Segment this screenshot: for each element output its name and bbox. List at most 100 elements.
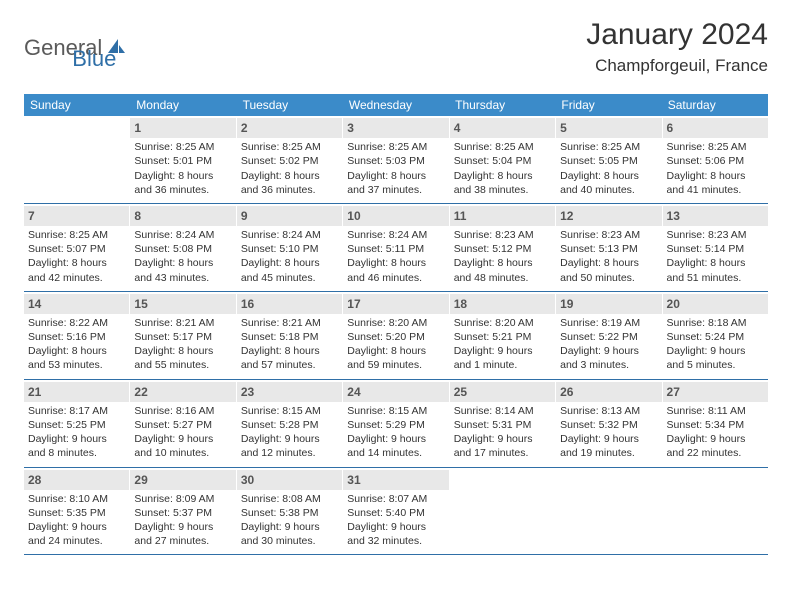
logo-text-blue: Blue [72,46,116,72]
daylight-line-1: Daylight: 8 hours [347,344,444,358]
daylight-line-2: and 24 minutes. [28,534,125,548]
day-cell: 21Sunrise: 8:17 AMSunset: 5:25 PMDayligh… [24,380,130,467]
daylight-line-2: and 36 minutes. [134,183,231,197]
daylight-line-1: Daylight: 9 hours [28,432,125,446]
day-number: 5 [556,118,661,138]
sunset-line: Sunset: 5:32 PM [560,418,657,432]
day-cell: 10Sunrise: 8:24 AMSunset: 5:11 PMDayligh… [343,204,449,291]
sunrise-line: Sunrise: 8:23 AM [560,228,657,242]
daylight-line-1: Daylight: 8 hours [454,169,551,183]
daylight-line-1: Daylight: 9 hours [667,432,764,446]
sunrise-line: Sunrise: 8:20 AM [347,316,444,330]
daylight-line-2: and 30 minutes. [241,534,338,548]
daylight-line-2: and 8 minutes. [28,446,125,460]
sunset-line: Sunset: 5:08 PM [134,242,231,256]
daylight-line-1: Daylight: 9 hours [241,432,338,446]
sunset-line: Sunset: 5:16 PM [28,330,125,344]
sunset-line: Sunset: 5:27 PM [134,418,231,432]
sunrise-line: Sunrise: 8:17 AM [28,404,125,418]
sunrise-line: Sunrise: 8:15 AM [241,404,338,418]
day-cell: 15Sunrise: 8:21 AMSunset: 5:17 PMDayligh… [130,292,236,379]
daylight-line-1: Daylight: 9 hours [347,432,444,446]
day-cell: 23Sunrise: 8:15 AMSunset: 5:28 PMDayligh… [237,380,343,467]
daylight-line-1: Daylight: 8 hours [134,256,231,270]
header: General Blue January 2024 Champforgeuil,… [24,18,768,76]
day-number: 12 [556,206,661,226]
sunrise-line: Sunrise: 8:15 AM [347,404,444,418]
location: Champforgeuil, France [586,56,768,76]
sunset-line: Sunset: 5:18 PM [241,330,338,344]
sunrise-line: Sunrise: 8:19 AM [560,316,657,330]
day-number: 15 [130,294,235,314]
daylight-line-1: Daylight: 9 hours [560,344,657,358]
day-cell: 30Sunrise: 8:08 AMSunset: 5:38 PMDayligh… [237,468,343,555]
sunset-line: Sunset: 5:11 PM [347,242,444,256]
day-number: 23 [237,382,342,402]
weekday-header-row: SundayMondayTuesdayWednesdayThursdayFrid… [24,94,768,116]
day-number: 10 [343,206,448,226]
daylight-line-2: and 14 minutes. [347,446,444,460]
daylight-line-2: and 38 minutes. [454,183,551,197]
sunrise-line: Sunrise: 8:13 AM [560,404,657,418]
weekday-header: Saturday [662,94,768,116]
daylight-line-1: Daylight: 8 hours [241,256,338,270]
daylight-line-1: Daylight: 9 hours [454,432,551,446]
day-cell: 19 Sunrise: 8:19 AMSunset: 5:22 PMDayligh… [556,292,662,379]
weekday-header: Thursday [449,94,555,116]
daylight-line-2: and 3 minutes. [560,358,657,372]
daylight-line-1: Daylight: 8 hours [28,256,125,270]
day-cell: 26Sunrise: 8:13 AMSunset: 5:32 PMDayligh… [556,380,662,467]
daylight-line-2: and 48 minutes. [454,271,551,285]
daylight-line-1: Daylight: 9 hours [28,520,125,534]
daylight-line-1: Daylight: 8 hours [347,169,444,183]
week-row: 14Sunrise: 8:22 AMSunset: 5:16 PMDayligh… [24,292,768,380]
weekday-header: Friday [555,94,661,116]
daylight-line-2: and 50 minutes. [560,271,657,285]
day-number: 17 [343,294,448,314]
sunset-line: Sunset: 5:13 PM [560,242,657,256]
day-cell: 5Sunrise: 8:25 AMSunset: 5:05 PMDaylight… [556,116,662,203]
day-number: 27 [663,382,768,402]
day-number: 21 [24,382,129,402]
sunset-line: Sunset: 5:20 PM [347,330,444,344]
daylight-line-2: and 51 minutes. [667,271,764,285]
sunrise-line: Sunrise: 8:24 AM [134,228,231,242]
sunset-line: Sunset: 5:03 PM [347,154,444,168]
sunrise-line: Sunrise: 8:10 AM [28,492,125,506]
weekday-header: Monday [130,94,236,116]
sunrise-line: Sunrise: 8:07 AM [347,492,444,506]
daylight-line-2: and 1 minute. [454,358,551,372]
day-number: 2 [237,118,342,138]
day-cell: 13Sunrise: 8:23 AMSunset: 5:14 PMDayligh… [663,204,768,291]
sunset-line: Sunset: 5:02 PM [241,154,338,168]
sunset-line: Sunset: 5:40 PM [347,506,444,520]
day-number: 22 [130,382,235,402]
day-number: 4 [450,118,555,138]
daylight-line-2: and 37 minutes. [347,183,444,197]
day-cell: 17 Sunrise: 8:20 AMSunset: 5:20 PMDayligh… [343,292,449,379]
sunset-line: Sunset: 5:34 PM [667,418,764,432]
day-cell: 16Sunrise: 8:21 AMSunset: 5:18 PMDayligh… [237,292,343,379]
daylight-line-2: and 53 minutes. [28,358,125,372]
sunset-line: Sunset: 5:22 PM [560,330,657,344]
week-row: 21Sunrise: 8:17 AMSunset: 5:25 PMDayligh… [24,380,768,468]
day-cell: 20Sunrise: 8:18 AMSunset: 5:24 PMDayligh… [663,292,768,379]
day-number: 7 [24,206,129,226]
daylight-line-1: Daylight: 8 hours [667,169,764,183]
sunrise-line: Sunrise: 8:21 AM [241,316,338,330]
day-cell: 1Sunrise: 8:25 AMSunset: 5:01 PMDaylight… [130,116,236,203]
daylight-line-2: and 32 minutes. [347,534,444,548]
day-cell: 29Sunrise: 8:09 AMSunset: 5:37 PMDayligh… [130,468,236,555]
sunrise-line: Sunrise: 8:25 AM [134,140,231,154]
daylight-line-2: and 5 minutes. [667,358,764,372]
day-cell: 6Sunrise: 8:25 AMSunset: 5:06 PMDaylight… [663,116,768,203]
sunrise-line: Sunrise: 8:21 AM [134,316,231,330]
sunrise-line: Sunrise: 8:18 AM [667,316,764,330]
day-number: 19 [556,294,661,314]
daylight-line-1: Daylight: 8 hours [241,344,338,358]
sunrise-line: Sunrise: 8:25 AM [28,228,125,242]
day-cell: 8Sunrise: 8:24 AMSunset: 5:08 PMDaylight… [130,204,236,291]
day-number: 29 [130,470,235,490]
sunset-line: Sunset: 5:37 PM [134,506,231,520]
daylight-line-1: Daylight: 8 hours [454,256,551,270]
